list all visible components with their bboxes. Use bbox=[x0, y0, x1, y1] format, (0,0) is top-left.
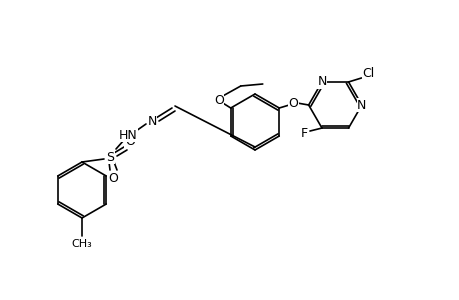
Text: O: O bbox=[288, 97, 297, 110]
Text: N: N bbox=[317, 76, 326, 88]
Text: O: O bbox=[125, 134, 134, 148]
Text: F: F bbox=[300, 127, 307, 140]
Text: O: O bbox=[213, 94, 223, 106]
Text: O: O bbox=[108, 172, 118, 185]
Text: CH₃: CH₃ bbox=[72, 239, 92, 249]
Text: S: S bbox=[106, 151, 114, 164]
Text: Cl: Cl bbox=[362, 68, 374, 80]
Text: N: N bbox=[147, 115, 157, 128]
Text: HN: HN bbox=[118, 128, 137, 142]
Text: N: N bbox=[356, 98, 366, 112]
